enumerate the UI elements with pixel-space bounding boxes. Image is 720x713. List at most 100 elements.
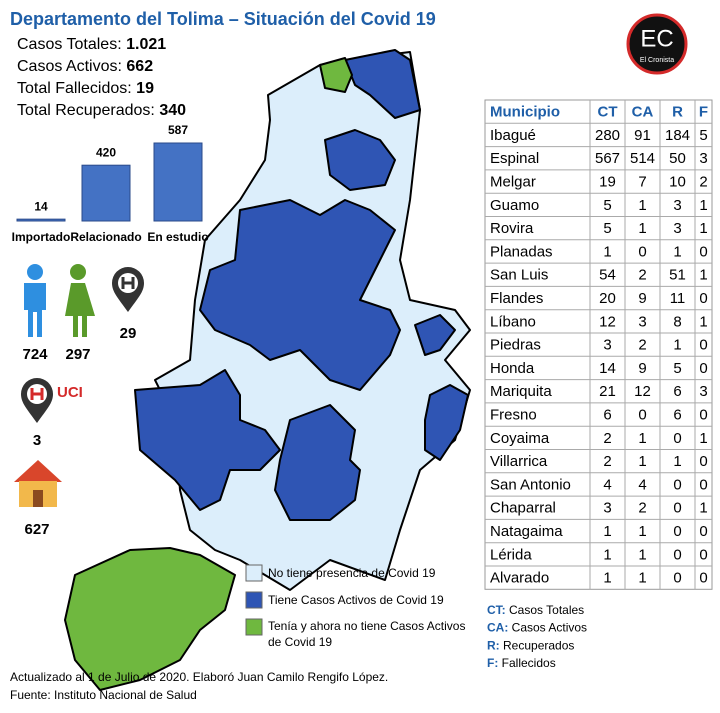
man-icon [27,264,43,280]
abbreviation: F: Fallecidos [487,656,556,670]
table-cell: 6 [673,383,681,400]
table-cell: 0 [673,430,681,447]
legend-label: de Covid 19 [268,635,332,649]
category-label: Importado [12,230,71,244]
bar [81,164,131,222]
count: 724 [22,346,48,363]
abbreviation-key: CT: [487,603,506,617]
table-cell: 1 [638,430,646,447]
table-cell: 5 [673,360,681,377]
bar [153,142,203,222]
table-cell: 1 [699,220,707,237]
table-cell: 3 [673,197,681,214]
table-cell: 2 [699,174,707,191]
stat-value: 19 [136,80,154,97]
table-cell: 0 [673,476,681,493]
table-cell: Piedras [490,337,541,354]
abbreviation-key: F: [487,656,498,670]
abbreviation-key: R: [487,639,500,653]
table-cell: 0 [673,500,681,517]
category-label: En estudio [147,230,208,244]
value-label: 587 [168,123,188,137]
map-region [414,314,456,356]
stat-label: Casos Totales: [17,36,122,53]
table-cell: Guamo [490,197,539,214]
table-cell: 4 [638,476,646,493]
table-cell: 0 [699,243,707,260]
woman-icon [65,283,95,337]
legend-label: Tenía y ahora no tiene Casos Activos [268,619,465,633]
logo-text: EC [640,25,673,52]
legend: No tiene presencia de Covid 19 Tiene Cas… [245,564,465,649]
map-region [134,369,281,511]
table-cell: 2 [638,500,646,517]
table-cell: 1 [603,570,611,587]
table-cell: 12 [634,383,651,400]
table-cell: Natagaima [490,523,563,540]
table-cell: 5 [603,197,611,214]
table-cell: 0 [673,546,681,563]
table-cell: Alvarado [490,570,549,587]
uci-icon [30,388,44,400]
table-cell: 9 [638,360,646,377]
table-cell: Chaparral [490,500,556,517]
stat-value: 1.021 [126,36,166,53]
table-cell: Ibagué [490,127,536,144]
table-cell: 1 [699,500,707,517]
table-cell: 3 [699,150,707,167]
table-cell: 5 [699,127,707,144]
table-header: Municipio [490,104,560,121]
table-cell: 8 [673,313,681,330]
table-cell: Líbano [490,313,536,330]
table-cell: 9 [638,290,646,307]
stat: Total Recuperados: 340 [17,102,186,119]
table-cell: Melgar [490,174,536,191]
table-cell: 3 [603,337,611,354]
table-cell: 11 [670,290,686,307]
table-cell: Rovira [490,220,534,237]
table-cell: 1 [603,546,611,563]
table-cell: 2 [603,453,611,470]
table-cell: 0 [699,337,707,354]
table-cell: 0 [638,407,646,424]
map-region [319,57,353,93]
map-region [199,199,401,391]
table-cell: 2 [638,337,646,354]
table-cell: 1 [638,570,646,587]
table-cell: 91 [634,127,651,144]
stat-value: 340 [159,102,186,119]
table-cell: 0 [673,570,681,587]
footer: Actualizado al 1 de Julio de 2020. Elabo… [10,670,388,684]
table-cell: Fresno [490,407,537,424]
map-region [324,129,396,191]
table-cell: Lérida [490,546,532,563]
count: 3 [33,432,41,449]
map-region [64,547,236,691]
table-cell: 567 [595,150,620,167]
table-cell: 50 [669,150,686,167]
table-cell: Villarrica [490,453,548,470]
table-cell: 0 [699,290,707,307]
table-cell: 0 [699,407,707,424]
category-label: Relacionado [70,230,141,244]
table-cell: Espinal [490,150,539,167]
man-icon [24,283,46,337]
table-header: F [699,104,708,121]
abbreviation-text: Casos Totales [509,603,584,617]
table-header: R [672,104,683,121]
table-cell: 0 [699,570,707,587]
stat: Total Fallecidos: 19 [17,80,154,97]
table-cell: 12 [599,313,616,330]
table-cell: Coyaima [490,430,550,447]
table-cell: Mariquita [490,383,552,400]
table-cell: 6 [603,407,611,424]
table-cell: 280 [595,127,620,144]
title: Departamento del Tolima – Situación del … [10,9,436,29]
table-cell: 0 [699,476,707,493]
table-header: CA [632,104,654,121]
table-cell: 0 [699,546,707,563]
abbreviation-text: Casos Activos [512,621,587,635]
table-cell: 4 [603,476,611,493]
abbreviation-text: Fallecidos [502,656,556,670]
